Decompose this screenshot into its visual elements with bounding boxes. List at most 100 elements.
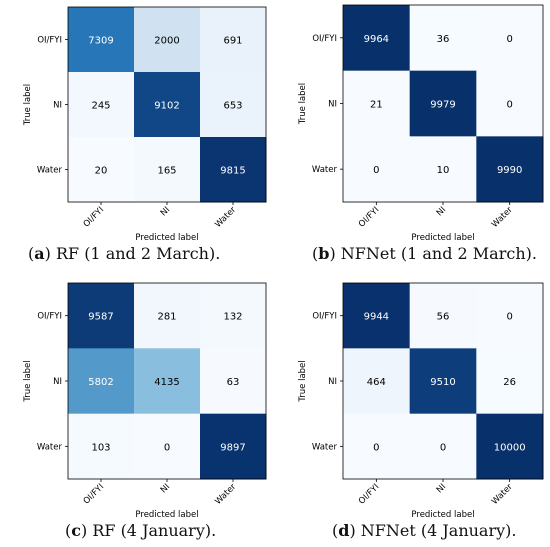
y-tick-label: OI/FYI (37, 36, 62, 46)
cell-value-label: 4135 (154, 377, 179, 388)
heatmap-cell (476, 348, 544, 415)
y-tick-label: NI (53, 377, 62, 387)
x-tick-label: Water (213, 482, 238, 507)
heatmap-cell (134, 72, 201, 138)
heatmap-cell (476, 283, 544, 349)
heatmap-cell (409, 348, 477, 415)
x-tick-label: Water (490, 482, 515, 507)
heatmap-cell (134, 137, 201, 203)
heatmap-cell (68, 137, 135, 203)
x-tick-label: OI/FYI (82, 482, 107, 507)
heatmap-cell (200, 413, 267, 480)
y-tick-label: NI (328, 377, 337, 387)
caption-b: (b) NFNet (1 and 2 March). (312, 244, 537, 263)
cell-value-label: 653 (223, 101, 242, 112)
heatmap-cell (409, 136, 477, 203)
cell-value-label: 63 (227, 377, 240, 388)
heatmap-cell (68, 283, 135, 349)
y-tick-label: Water (37, 442, 63, 452)
heatmap-cell (343, 70, 411, 137)
cell-value-label: 10 (437, 165, 450, 176)
y-axis-label: True label (298, 83, 308, 125)
cell-value-label: 9990 (497, 165, 522, 176)
heatmap-cell (476, 136, 544, 203)
x-axis-label: Predicted label (411, 233, 474, 243)
x-tick-label: Water (213, 205, 238, 230)
cell-value-label: 0 (506, 100, 512, 111)
cell-value-label: 26 (503, 377, 516, 388)
y-tick-label: NI (328, 100, 337, 110)
heatmap-cell (200, 137, 267, 203)
caption-a: (a) RF (1 and 2 March). (28, 244, 221, 263)
cell-value-label: 0 (373, 165, 379, 176)
cell-value-label: 21 (370, 100, 383, 111)
cell-value-label: 281 (157, 312, 176, 323)
cell-value-label: 7309 (88, 36, 113, 47)
heatmap-cell (409, 5, 477, 72)
cell-value-label: 5802 (88, 377, 113, 388)
confusion-matrix-c: 9587 281 132 5802 4135 63 103 0 9897 OI/FYI NI Wate… (23, 282, 267, 520)
x-tick-label: OI/FYI (82, 205, 107, 230)
cell-value-label: 9964 (364, 34, 389, 45)
caption-d: (d) NFNet (4 January). (332, 521, 517, 540)
heatmap-cell (134, 7, 201, 73)
x-tick-label: NI (435, 205, 448, 218)
heatmap-cell (409, 70, 477, 137)
cell-value-label: 9102 (154, 101, 179, 112)
cell-value-label: 132 (223, 312, 242, 323)
cell-value-label: 0 (164, 442, 170, 453)
x-axis-label: Predicted label (411, 510, 474, 520)
y-tick-label: OI/FYI (312, 312, 337, 322)
cell-value-label: 0 (506, 312, 512, 323)
y-tick-label: Water (312, 165, 338, 175)
cell-value-label: 20 (95, 166, 108, 177)
cell-value-label: 10000 (494, 442, 526, 453)
y-tick-label: OI/FYI (312, 34, 337, 44)
heatmap-cell (134, 348, 201, 415)
heatmap-cell (68, 72, 135, 138)
y-axis-label: True label (23, 84, 33, 126)
cell-value-label: 9897 (220, 442, 245, 453)
cell-value-label: 9815 (220, 166, 245, 177)
cell-value-label: 0 (506, 34, 512, 45)
heatmap-cell (200, 283, 267, 349)
heatmap-cell (343, 5, 411, 72)
cell-value-label: 103 (91, 442, 110, 453)
x-tick-label: OI/FYI (357, 482, 382, 507)
y-tick-label: Water (37, 166, 63, 176)
heatmap-cell (200, 72, 267, 138)
heatmap-cell (476, 70, 544, 137)
heatmap-cell (409, 283, 477, 349)
heatmap-cell (134, 413, 201, 480)
x-tick-label: NI (159, 205, 172, 218)
cell-value-label: 2000 (154, 36, 179, 47)
x-tick-label: NI (435, 482, 448, 495)
cell-value-label: 9944 (364, 312, 389, 323)
heatmap-cell (476, 5, 544, 72)
cell-value-label: 9587 (88, 312, 113, 323)
y-axis-label: True label (298, 360, 308, 402)
cell-value-label: 9979 (430, 100, 455, 111)
heatmap-cell (134, 283, 201, 349)
heatmap-cell (68, 7, 135, 73)
cell-value-label: 464 (367, 377, 386, 388)
y-tick-label: OI/FYI (37, 312, 62, 322)
heatmap-cell (343, 413, 411, 480)
heatmap-cell (409, 413, 477, 480)
heatmap-cell (68, 413, 135, 480)
heatmap-cell (343, 348, 411, 415)
cell-value-label: 0 (373, 442, 379, 453)
confusion-matrix-b: 9964 36 0 21 9979 0 0 10 9990 OI/FYI NI Water OI/FYI… (298, 4, 544, 243)
heatmap-cell (200, 348, 267, 415)
confusion-matrix-a: 7309 2000 691 245 9102 653 20 165 9815 OI/FYI NI Wa… (23, 6, 267, 243)
heatmap-cell (343, 283, 411, 349)
heatmap-cell (476, 413, 544, 480)
cell-value-label: 9510 (430, 377, 455, 388)
cell-value-label: 36 (437, 34, 450, 45)
cell-value-label: 165 (157, 166, 176, 177)
heatmap-cell (343, 136, 411, 203)
x-axis-label: Predicted label (135, 510, 198, 520)
y-tick-label: NI (53, 101, 62, 111)
cell-value-label: 691 (223, 36, 242, 47)
